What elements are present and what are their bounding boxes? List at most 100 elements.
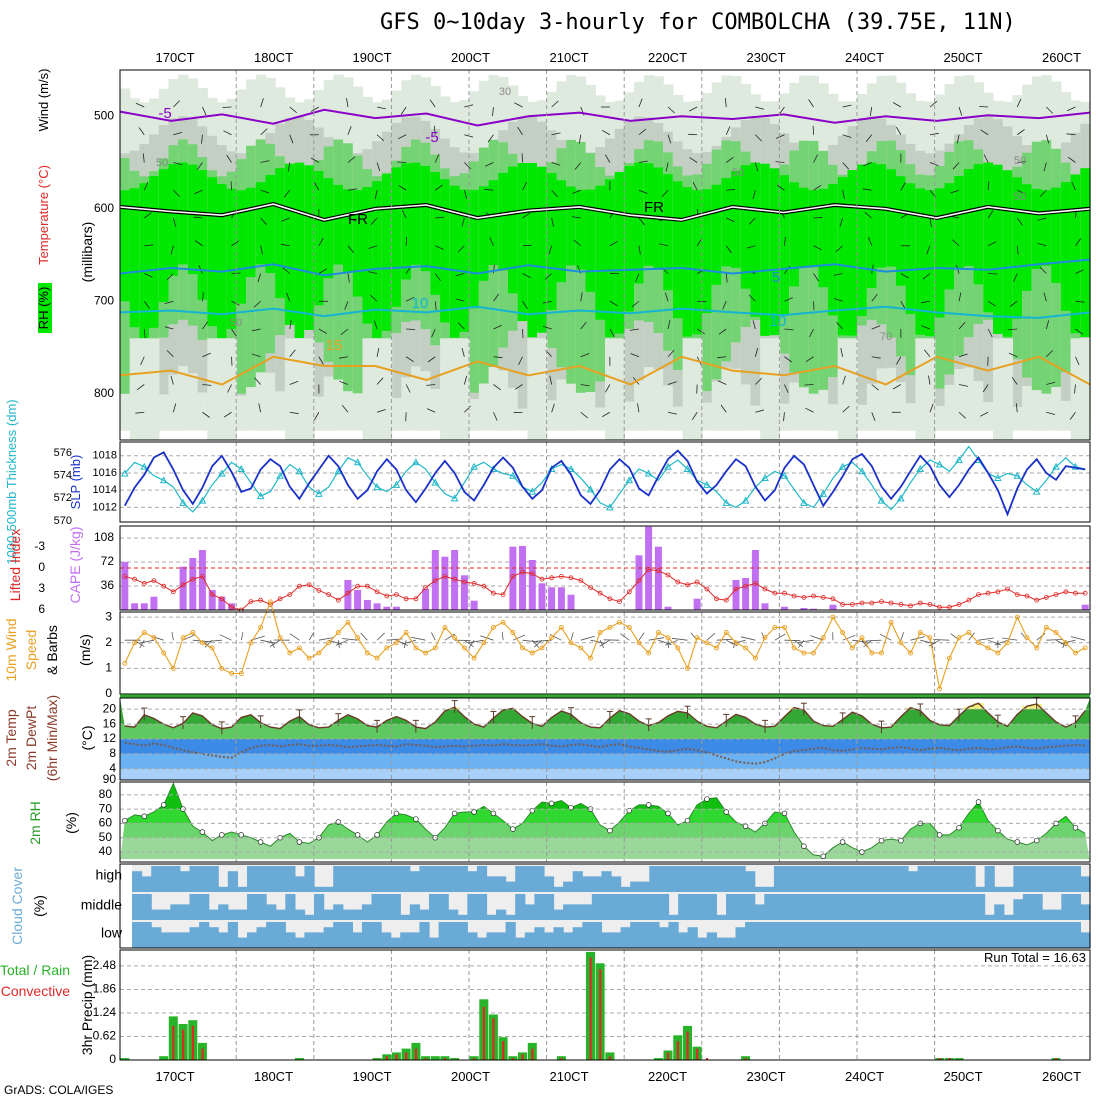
wind-barb bbox=[572, 189, 581, 194]
wind-speed-point bbox=[1005, 640, 1010, 646]
cape-bar bbox=[198, 550, 206, 610]
wind-speed-point bbox=[229, 671, 235, 676]
cape-bar bbox=[179, 566, 187, 610]
cloud-bar-middle bbox=[160, 909, 171, 920]
wind-barb bbox=[289, 349, 296, 358]
tick-label: 0 bbox=[109, 1052, 116, 1066]
wind-barb bbox=[1046, 106, 1053, 114]
wind-barb bbox=[580, 321, 587, 330]
wind-barb bbox=[798, 639, 814, 643]
lifted-index-point bbox=[675, 579, 681, 585]
wind-barb bbox=[871, 325, 881, 330]
wind-barb bbox=[746, 245, 756, 249]
rh-shade bbox=[808, 140, 819, 394]
wind-barb bbox=[518, 356, 523, 365]
cloud-bar-low bbox=[793, 922, 804, 948]
wind-barb bbox=[522, 182, 527, 191]
cloud-bar-middle bbox=[208, 909, 219, 920]
wind-barb bbox=[748, 294, 756, 302]
thickness-point bbox=[1052, 462, 1060, 470]
wind-barb bbox=[461, 217, 465, 227]
lifted-index-point bbox=[1014, 592, 1020, 597]
wind-barb bbox=[716, 638, 733, 641]
cape-bar bbox=[567, 594, 575, 610]
wind-speed-point bbox=[743, 645, 749, 651]
thickness-point bbox=[1071, 462, 1080, 470]
cloud-bar-middle bbox=[1032, 894, 1043, 920]
lifted-index-point bbox=[995, 589, 1001, 595]
wind-barb bbox=[717, 356, 727, 359]
wind-speed-point bbox=[956, 635, 962, 641]
wind-barb bbox=[251, 353, 261, 358]
cloud-bar-high bbox=[515, 866, 526, 892]
cloud-bar-low bbox=[409, 932, 420, 948]
wind-barb bbox=[980, 129, 989, 136]
wind-barb bbox=[637, 403, 640, 413]
wind-speed-point bbox=[1082, 645, 1088, 651]
rh-shade bbox=[1041, 190, 1052, 266]
rh-point bbox=[898, 837, 904, 844]
cloud-bar-low bbox=[237, 937, 248, 948]
wind-barb bbox=[201, 134, 203, 144]
wind-barb bbox=[314, 412, 320, 421]
cloud-bar-high bbox=[1051, 866, 1062, 892]
wind-barb bbox=[784, 265, 791, 274]
contour-label: 30 bbox=[499, 86, 511, 98]
cloud-bar-high bbox=[639, 881, 650, 892]
thickness-point bbox=[450, 494, 459, 502]
wind-barb bbox=[865, 639, 882, 642]
date-label-top: 240CT bbox=[845, 50, 884, 65]
cloud-bar-low bbox=[955, 922, 967, 948]
wind-barb bbox=[1008, 328, 1018, 331]
wind-barb bbox=[929, 217, 932, 227]
wind-barb bbox=[289, 380, 299, 385]
cloud-bar-middle bbox=[1003, 914, 1014, 920]
rh-point bbox=[1033, 837, 1040, 844]
axis-label: (6hr Min/Max) bbox=[44, 695, 60, 781]
lifted-index-point bbox=[403, 596, 409, 602]
wind-speed-point bbox=[791, 645, 797, 651]
wind-barb bbox=[923, 349, 931, 358]
wind-barb bbox=[725, 126, 731, 135]
wind-barb bbox=[580, 353, 590, 358]
cloud-bar-low bbox=[381, 932, 392, 948]
precip-total-bar bbox=[120, 1058, 130, 1060]
wind-barb bbox=[900, 273, 909, 279]
cloud-bar-low bbox=[620, 927, 631, 948]
rh-shade bbox=[314, 171, 325, 306]
rh-shade bbox=[837, 177, 849, 336]
cape-bar bbox=[150, 596, 158, 610]
cloud-bar-middle bbox=[773, 894, 785, 920]
run-total-label: Run Total = 16.63 bbox=[984, 950, 1086, 965]
cloud-bar-high bbox=[745, 871, 756, 892]
cloud-bar-low bbox=[448, 922, 459, 948]
cloud-bar-low bbox=[429, 937, 440, 948]
cloud-bar-middle bbox=[850, 894, 861, 920]
wind-barb bbox=[667, 320, 671, 330]
cloud-bar-low bbox=[1061, 922, 1072, 948]
precip-convective-bar bbox=[443, 1058, 447, 1060]
wind-barb bbox=[688, 106, 698, 112]
cloud-bar-low bbox=[572, 927, 583, 948]
wind-barb bbox=[1015, 403, 1018, 413]
rh-point bbox=[723, 809, 730, 815]
wind-barb bbox=[928, 639, 940, 647]
cloud-bar-low bbox=[457, 922, 468, 948]
wind-barb bbox=[1037, 243, 1047, 247]
thickness-point bbox=[140, 462, 149, 470]
cloud-bar-high bbox=[486, 876, 497, 892]
date-label-bottom: 210CT bbox=[549, 1069, 588, 1084]
cloud-bar-middle bbox=[342, 909, 353, 920]
wind-barb bbox=[253, 300, 261, 308]
cloud-bar-high bbox=[917, 866, 928, 892]
wind-speed-point bbox=[461, 645, 467, 651]
wind-barb bbox=[173, 132, 183, 136]
rh-shade bbox=[828, 184, 839, 316]
tick-label: 90 bbox=[103, 772, 117, 786]
rh-shade bbox=[740, 165, 752, 289]
wind-barb bbox=[864, 211, 873, 219]
wind-barb bbox=[231, 300, 240, 306]
wind-barb bbox=[202, 321, 209, 330]
wind-barb bbox=[457, 322, 465, 330]
